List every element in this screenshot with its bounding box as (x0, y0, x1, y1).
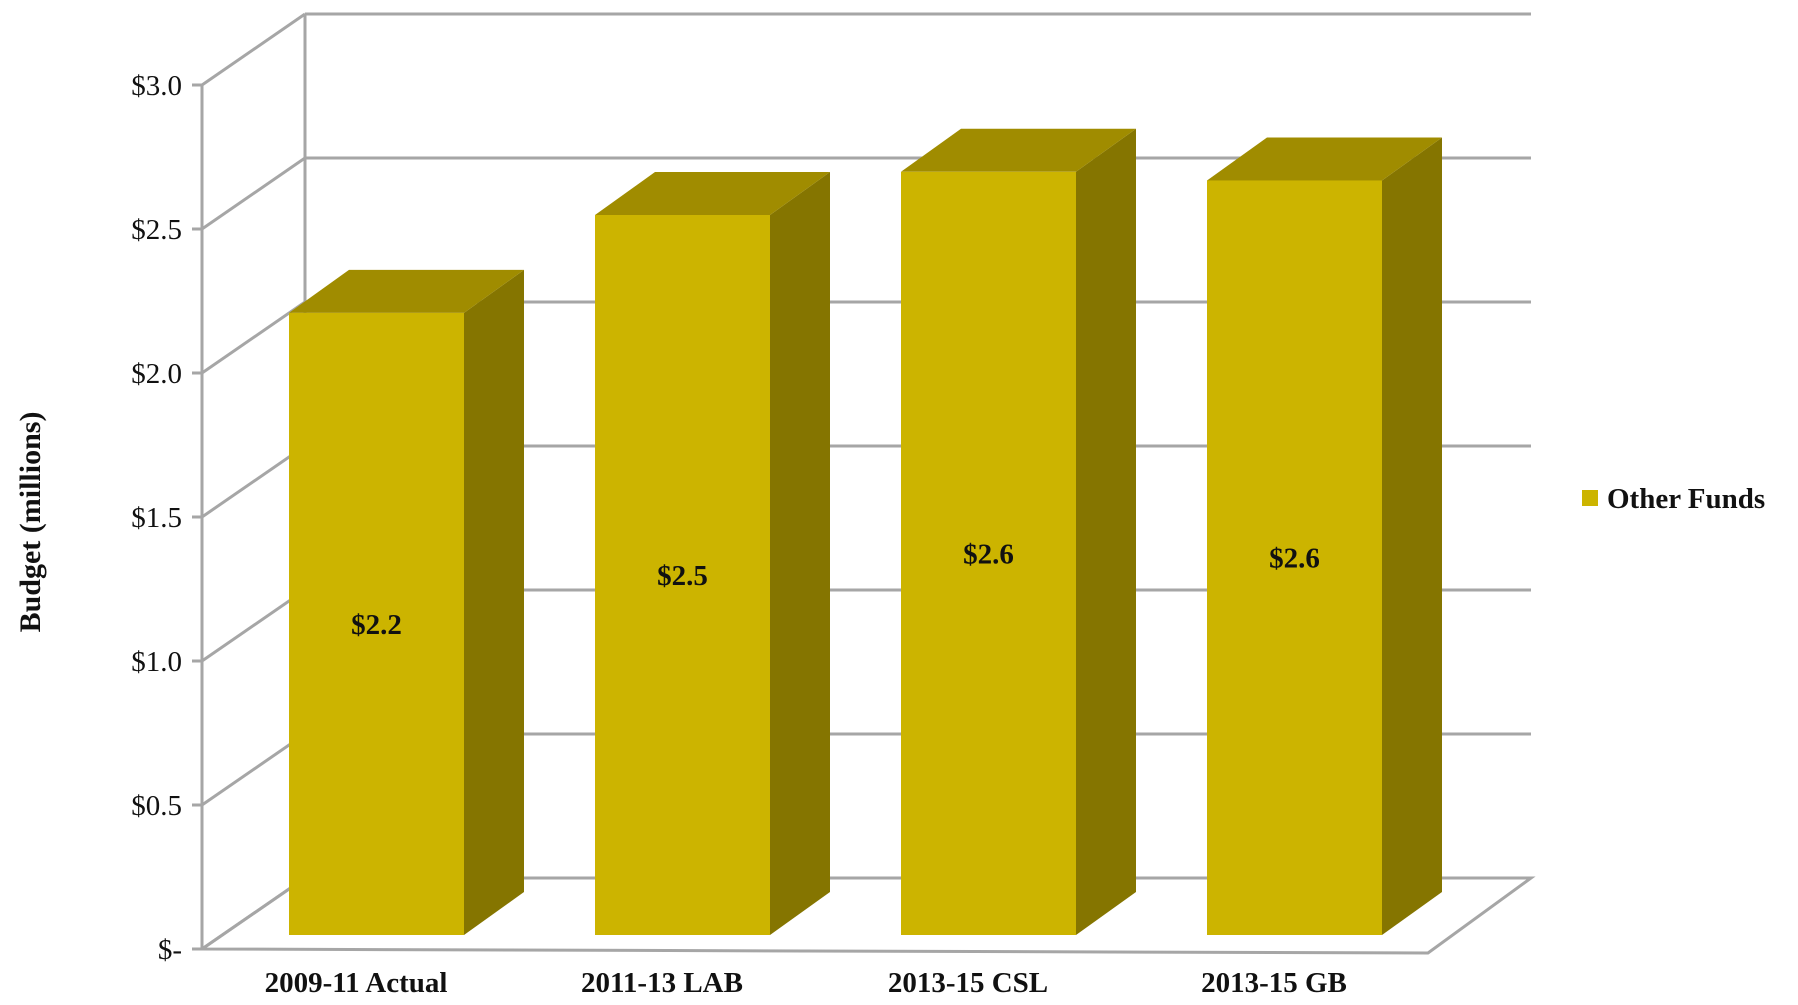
x-tick-label: 2009-11 Actual (265, 967, 448, 999)
legend-swatch (1582, 490, 1598, 506)
legend: Other Funds (1582, 483, 1765, 515)
gridline-side (201, 156, 306, 231)
y-tick-label: $2.5 (131, 214, 182, 246)
y-tick-label: $2.0 (131, 358, 182, 390)
bar-side (1076, 128, 1136, 936)
gridline-side (201, 876, 306, 951)
gridline-side (201, 444, 306, 519)
data-label: $2.5 (657, 560, 708, 592)
y-axis-title: Budget (millions) (14, 412, 47, 633)
y-tick-label: $1.5 (131, 502, 182, 534)
bar-top (595, 172, 830, 215)
x-tick-label: 2013-15 CSL (888, 967, 1048, 999)
bar-top (289, 269, 524, 313)
bar (1207, 137, 1442, 935)
y-tick-label: $- (158, 934, 182, 966)
gridline-side (201, 12, 306, 87)
data-label: $2.6 (963, 538, 1014, 570)
y-tick-label: $3.0 (131, 70, 182, 102)
bar-side (770, 172, 830, 935)
bar-side (1382, 137, 1442, 935)
y-tick-label: $0.5 (131, 790, 182, 822)
bar-front (901, 171, 1076, 936)
data-label: $2.2 (351, 609, 402, 641)
bar-front (289, 312, 464, 935)
bar-front (595, 215, 770, 935)
bar-front (1207, 180, 1382, 935)
bar (595, 172, 830, 935)
gridline-side (201, 732, 306, 807)
x-tick-labels: 2009-11 Actual 2011-13 LAB 2013-15 CSL 2013… (265, 967, 1347, 999)
gridline-side (201, 300, 306, 375)
gridline-side (201, 588, 306, 663)
bars (289, 128, 1442, 936)
x-tick-label: 2011-13 LAB (581, 967, 743, 999)
bar (901, 128, 1136, 936)
bar-side (464, 269, 524, 935)
bar (289, 269, 524, 935)
x-tick-label: 2013-15 GB (1201, 967, 1347, 999)
bar-top (901, 128, 1136, 172)
data-label: $2.6 (1269, 543, 1320, 575)
legend-label: Other Funds (1607, 483, 1765, 515)
y-tick-labels: $- $0.5 $1.0 $1.5 $2.0 $2.5 $3.0 (131, 70, 182, 966)
data-labels: $2.2 $2.5 $2.6 $2.6 (351, 538, 1320, 641)
y-tick-label: $1.0 (131, 646, 182, 678)
bar-top (1207, 137, 1442, 181)
